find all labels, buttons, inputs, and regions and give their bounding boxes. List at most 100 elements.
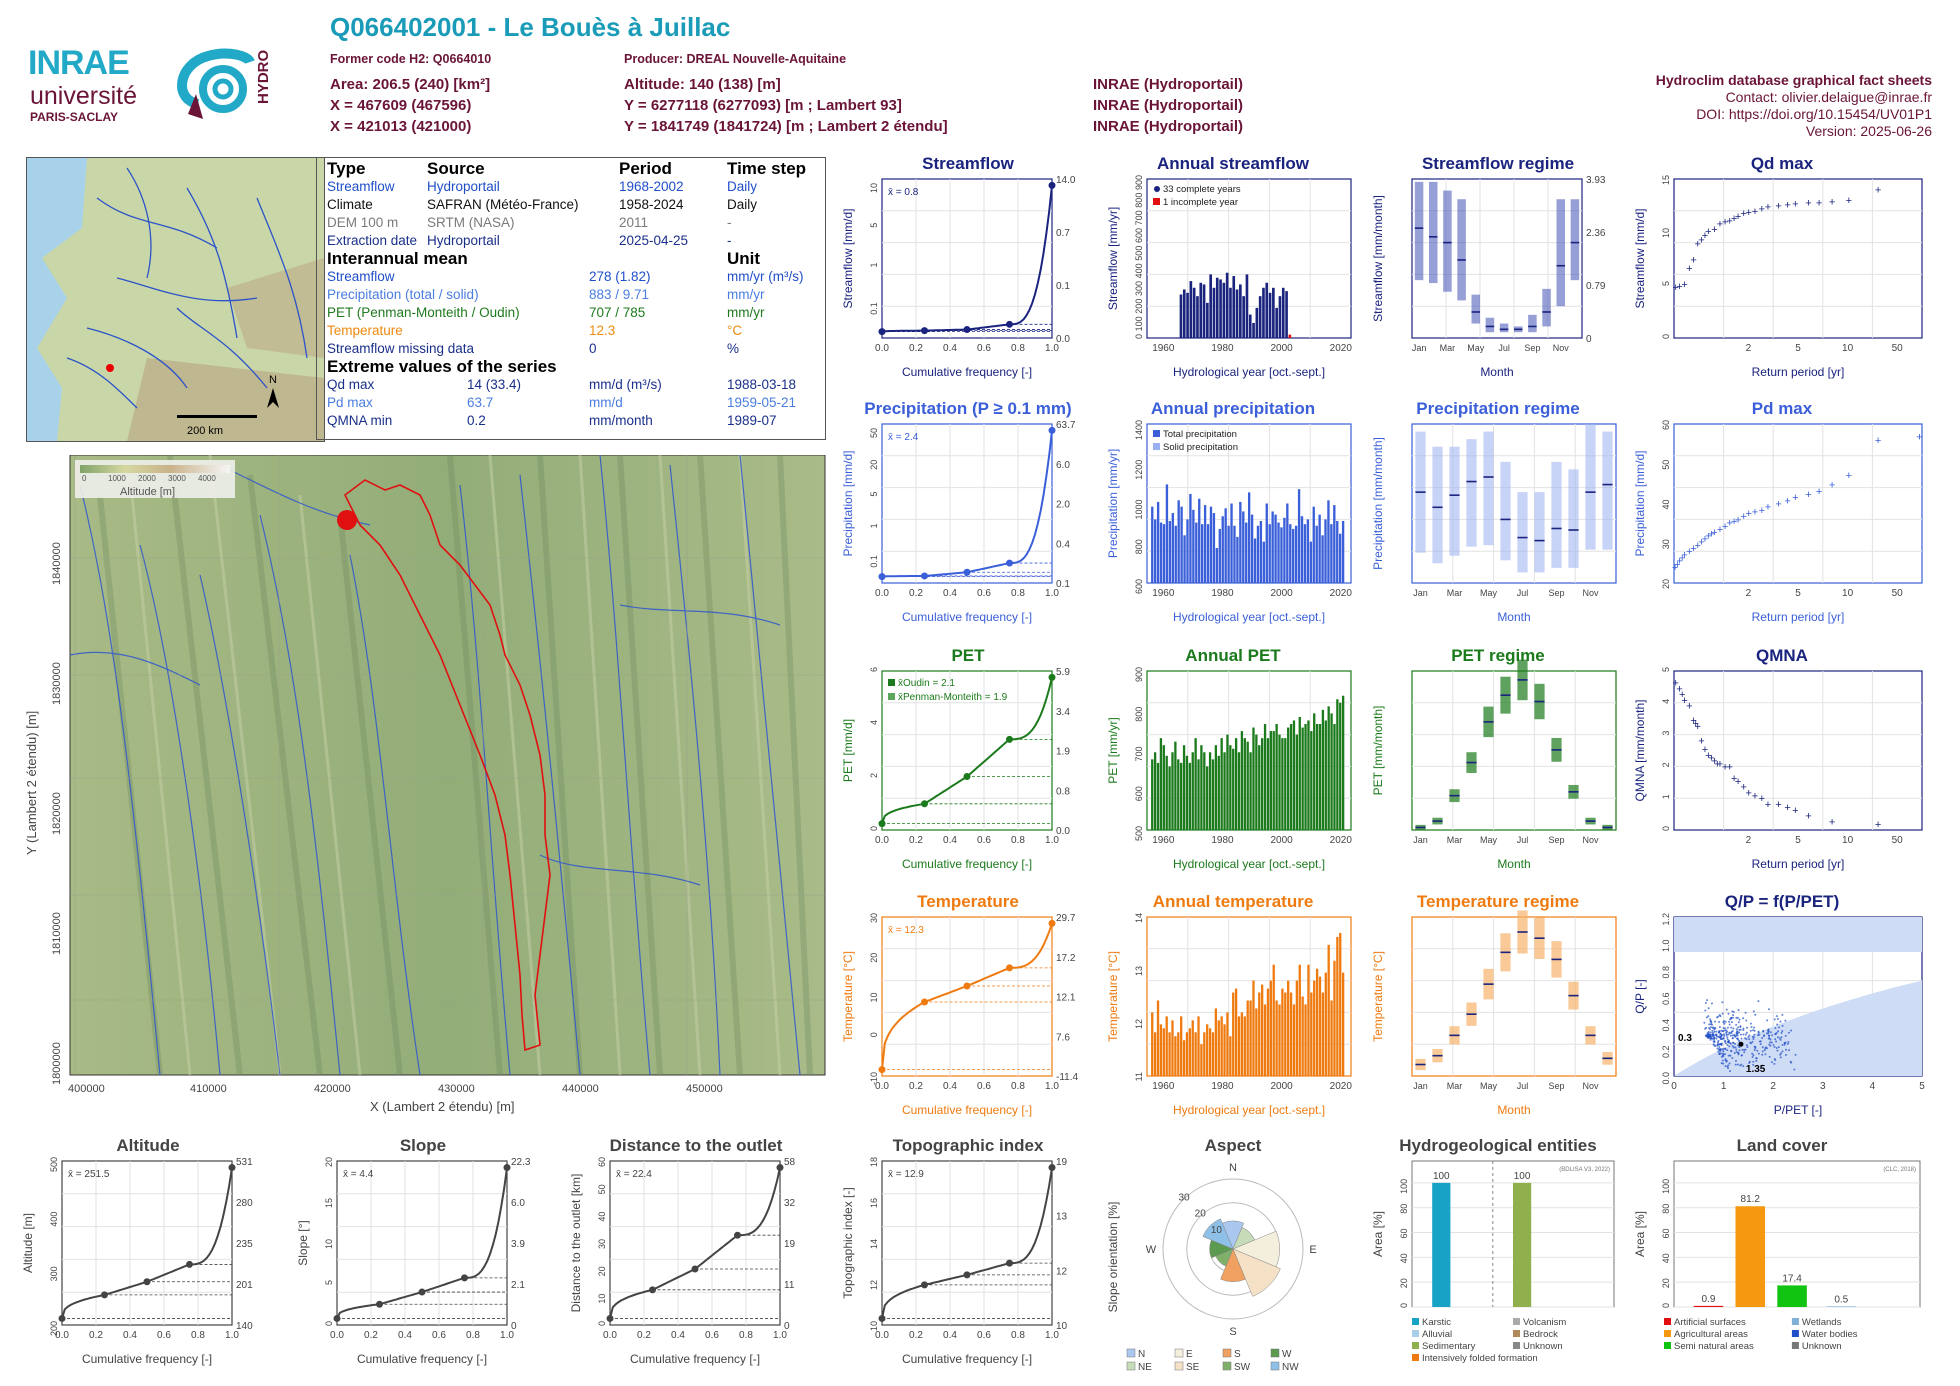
source-3: INRAE (Hydroportail) [1093,118,1243,135]
scatter-point [1740,1037,1743,1040]
bar [1333,724,1336,830]
x-tick-label: May [1480,835,1498,845]
scatter-point [1728,1023,1731,1026]
chart-svg: Qd max Return period [yr] Streamflow [mm/d… [1633,154,1923,379]
bar [1182,745,1186,830]
bar [1266,988,1270,1076]
scatter-point [1727,1067,1730,1070]
bar [1239,501,1242,583]
bar [1284,738,1287,830]
y-tick-label: 1 [1661,794,1671,799]
area-info: Area: 206.5 (240) [km²] X = 467609 (4675… [330,74,490,137]
bar [1219,279,1222,338]
scatter-point [1739,1033,1742,1036]
bar [1284,992,1287,1076]
bar [1220,738,1223,830]
bar [1309,541,1312,583]
quantile-point [921,572,928,580]
bar [1277,522,1280,583]
x-axis-label: Cumulative frequency [-] [902,1352,1032,1366]
bar [1735,1206,1766,1307]
quantile-point [878,1314,886,1322]
bar [1196,296,1199,338]
x-axis-label: Cumulative frequency [-] [902,857,1032,871]
bar [1275,1000,1278,1076]
scatter-point [1732,1027,1735,1030]
bar [1777,1285,1807,1307]
right-tick-label: 7.6 [1056,1032,1070,1043]
scatter-point [1716,1041,1719,1044]
chart-title: Annual precipitation [1151,400,1315,418]
x-tick-label: Sep [1548,835,1564,845]
quantile-point [333,1314,341,1322]
scatter-point [1762,1030,1765,1033]
outlet-marker[interactable] [337,510,357,530]
database-info: Hydroclim database graphical fact sheets… [1532,72,1932,140]
scatter-point: + [1708,529,1714,541]
scatter-point [1734,1046,1737,1049]
scatter-point [1764,1053,1767,1056]
row-period: 1958-2024 [619,197,684,212]
chart-title: Slope [400,1137,446,1155]
y-tick-label: 0 [869,1032,879,1037]
legend-swatch [1791,1342,1799,1349]
bar [1177,500,1180,583]
x-tick-label: 0.4 [943,835,957,846]
scatter-point [1709,1038,1712,1041]
x-axis-label: Cumulative frequency [-] [902,1103,1032,1117]
scatter-point [1728,1032,1731,1035]
scatter-point [1736,1030,1739,1033]
x-tick-label: 0.0 [875,1330,889,1341]
doi-link[interactable]: DOI: https://doi.org/10.15454/UV01P1 [1696,106,1932,122]
x-tick-label: 0.6 [977,588,991,599]
bar [1151,506,1154,583]
x-tick-label: 0 [1671,1081,1677,1092]
bar [1245,274,1249,338]
inrae-logo: INRAE [28,44,130,82]
x-tick-label: Jan [1412,343,1427,353]
bar [1217,755,1220,830]
scatter-point: + [1686,263,1692,275]
bar [1197,759,1200,830]
bar [1339,932,1342,1076]
scatter-point [1704,1034,1707,1037]
scatter-point: + [1916,432,1922,444]
legend-tick: 1000 [108,474,126,483]
producer: Producer: DREAL Nouvelle-Aquitaine [624,52,847,66]
right-tick-label: 140 [236,1321,253,1332]
bar [1289,524,1292,583]
scatter-point [1732,1010,1735,1013]
quantile-point [101,1291,108,1299]
bar [1208,1028,1212,1076]
y-tick-label: 10 [869,993,879,1003]
x-tick-label: 0.8 [1011,1081,1025,1092]
chart-title: Streamflow [922,155,1014,173]
bar [1265,282,1269,338]
scatter-point: + [1673,678,1679,690]
contact[interactable]: Contact: olivier.delaigue@inrae.fr [1725,89,1932,105]
bar [1203,505,1207,583]
scatter-point [1726,1044,1729,1047]
scatter-point [1719,1052,1722,1055]
legend-label: S [1234,1349,1241,1360]
scatter-point [1722,1052,1725,1055]
scatter-point [1773,1062,1776,1065]
y-tick-label: 13 [1134,966,1144,976]
x-tick-label: 0.6 [705,1330,719,1341]
scatter-point [1710,1035,1713,1038]
scatter-point: + [1705,530,1711,542]
bar [1278,734,1281,830]
plot-area [1411,423,1617,584]
y-tick-label: 2 [1661,762,1671,767]
mean-label: Temperature [327,323,403,338]
ring-label: 30 [1178,1192,1190,1203]
quantile-point [376,1300,383,1308]
row-source: SRTM (NASA) [427,215,515,230]
scatter-point [1733,1042,1736,1045]
bar [1242,296,1245,338]
x-tick-label: 1.0 [225,1330,239,1341]
legend-swatch [888,693,895,700]
legend-swatch [1791,1318,1799,1325]
scatter-point [1773,1018,1776,1021]
right-tick-label: -11.4 [1056,1072,1078,1083]
